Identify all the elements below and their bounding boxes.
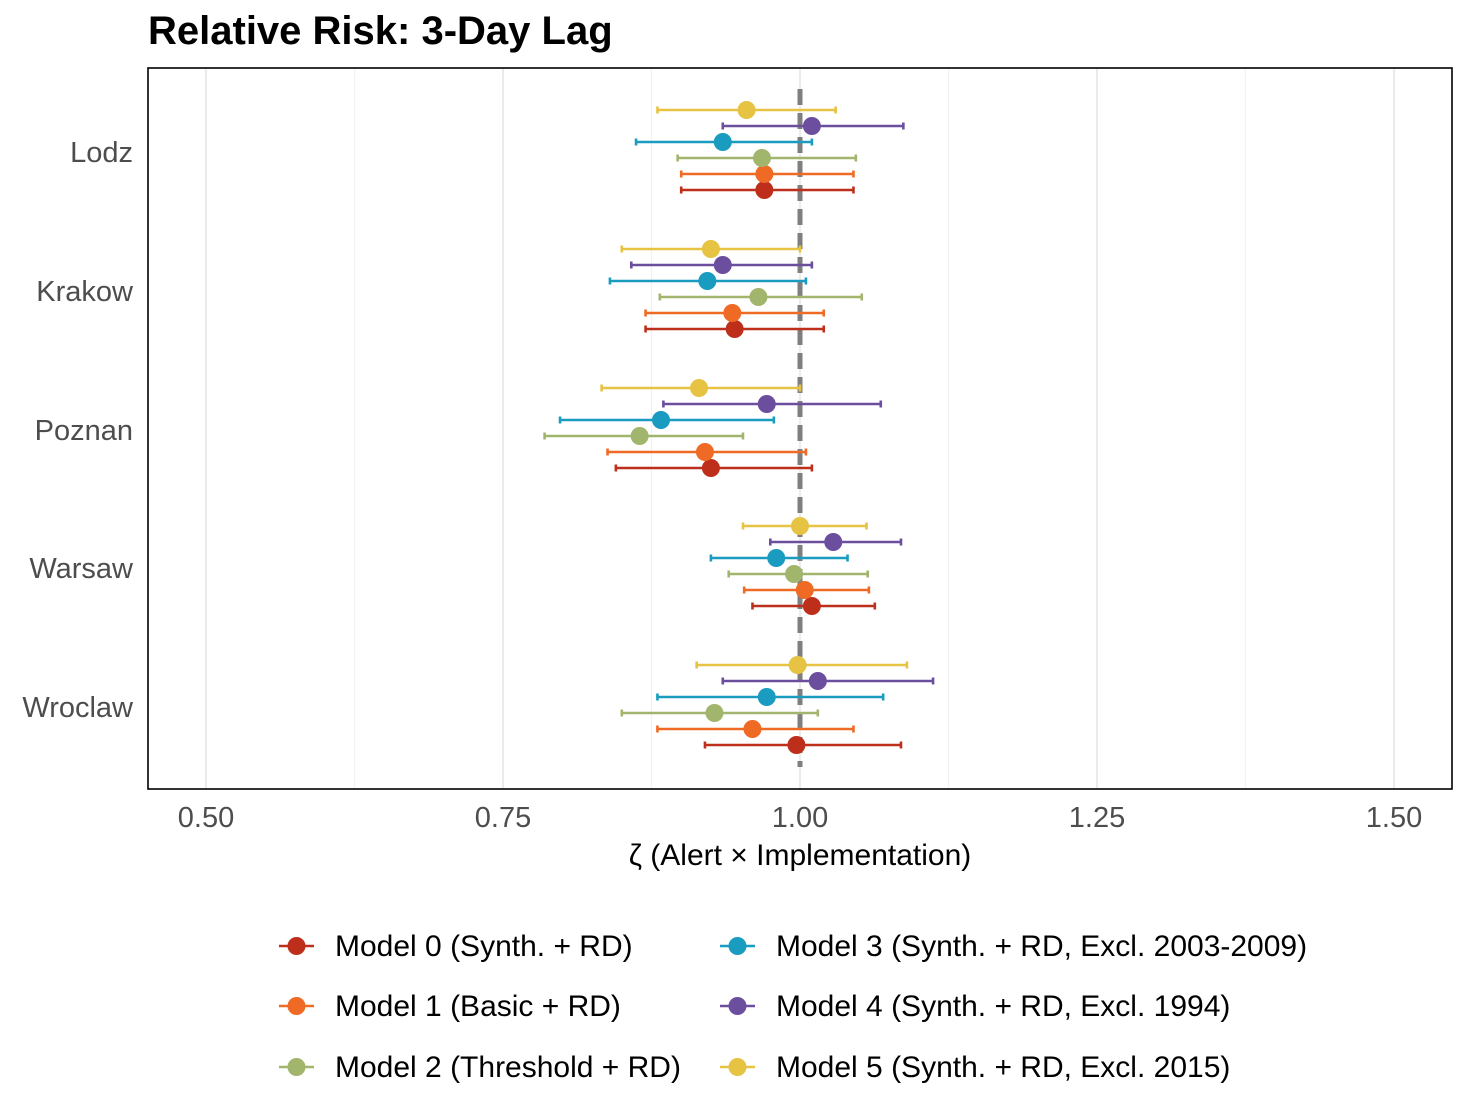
error-bar-point [751,597,877,615]
error-bar-point [558,411,776,429]
point-estimate [757,688,776,706]
point-estimate [743,720,762,738]
point-estimate [701,240,720,258]
error-bar-point [662,395,883,413]
error-bar-point [679,165,855,183]
legend-item: Model 5 (Synth. + RD, Excl. 2015) [720,1051,1230,1084]
error-bar-point [656,101,837,119]
legend-label: Model 1 (Basic + RD) [335,990,621,1023]
point-estimate [808,672,827,690]
point-estimate [713,133,732,151]
point-estimate [785,565,804,583]
error-bar-point [741,517,868,535]
error-bar-point [620,240,802,258]
error-bar-point [608,272,808,290]
error-bar-point [634,133,814,151]
x-tick-label: 0.50 [178,802,234,834]
point-estimate [690,379,709,397]
error-bar-point [709,549,849,567]
y-axis-ticks: Lodz Krakow Poznan Warsaw Wroclaw [22,137,134,724]
error-bar-point [768,533,903,551]
chart-title: Relative Risk: 3-Day Lag [148,9,613,53]
legend-item: Model 3 (Synth. + RD, Excl. 2003-2009) [720,930,1307,963]
error-bar-point [742,581,871,599]
error-bar-point [644,320,826,338]
legend-label: Model 4 (Synth. + RD, Excl. 1994) [776,990,1230,1023]
legend-key-point [287,997,306,1015]
point-estimate [824,533,843,551]
x-axis-label: ζ (Alert × Implementation) [629,839,972,872]
legend-key-point [728,1058,747,1076]
error-bar-point [703,736,903,754]
error-bar-point [656,720,855,738]
point-estimate [630,427,649,445]
point-estimate [802,117,821,135]
legend-label: Model 0 (Synth. + RD) [335,930,633,963]
y-tick-label: Poznan [35,415,133,447]
point-estimate [749,288,768,306]
error-bar-point [721,672,935,690]
legend-label: Model 2 (Threshold + RD) [335,1051,681,1084]
error-bar-point [658,288,864,306]
legend-key-point [728,937,747,955]
x-tick-label: 0.75 [475,802,531,834]
error-bar-point [614,459,814,477]
point-estimate [755,165,774,183]
x-tick-label: 1.25 [1069,802,1125,834]
error-bar-point [600,379,802,397]
error-bar-point [656,688,885,706]
point-estimate [791,517,809,535]
error-bar-point [679,181,855,199]
point-estimate [705,704,724,722]
point-estimate [695,443,714,461]
legend-item: Model 2 (Threshold + RD) [279,1051,681,1084]
point-estimate [757,395,776,413]
point-estimate [788,656,807,674]
legend-item: Model 4 (Synth. + RD, Excl. 1994) [720,990,1230,1023]
error-bar-point [676,149,858,167]
plot-panel-border [147,67,1453,790]
point-estimate [652,411,671,429]
point-estimate [767,549,786,567]
data-marks [543,101,935,754]
y-tick-label: Wroclaw [22,692,134,724]
point-estimate [787,736,806,754]
legend-key-point [728,997,747,1015]
y-tick-label: Krakow [36,276,134,308]
legend-item: Model 1 (Basic + RD) [279,990,621,1023]
point-estimate [725,320,744,338]
x-tick-label: 1.50 [1366,802,1422,834]
error-bar-point [644,304,826,322]
point-estimate [737,101,756,119]
x-axis-ticks: 0.50 0.75 1.00 1.25 1.50 [178,802,1422,834]
error-bar-point [620,704,820,722]
legend: Model 0 (Synth. + RD) Model 1 (Basic + RD… [279,930,1307,1084]
point-estimate [755,181,774,199]
legend-label: Model 3 (Synth. + RD, Excl. 2003-2009) [776,930,1307,963]
legend-key-point [287,937,306,955]
legend-key-point [287,1058,306,1076]
error-bar-point [721,117,905,135]
error-bar-point [695,656,909,674]
x-tick-label: 1.00 [772,802,828,834]
point-estimate [713,256,732,274]
legend-label: Model 5 (Synth. + RD, Excl. 2015) [776,1051,1230,1084]
legend-item: Model 0 (Synth. + RD) [279,930,633,963]
y-tick-label: Warsaw [29,553,134,585]
error-bar-point [630,256,814,274]
error-bar-point [606,443,808,461]
y-tick-label: Lodz [70,137,133,169]
point-estimate [723,304,742,322]
error-bar-point [543,427,745,445]
point-estimate [701,459,720,477]
point-estimate [752,149,771,167]
error-bar-point [727,565,870,583]
point-estimate [698,272,717,290]
point-estimate [802,597,821,615]
point-estimate [795,581,814,599]
